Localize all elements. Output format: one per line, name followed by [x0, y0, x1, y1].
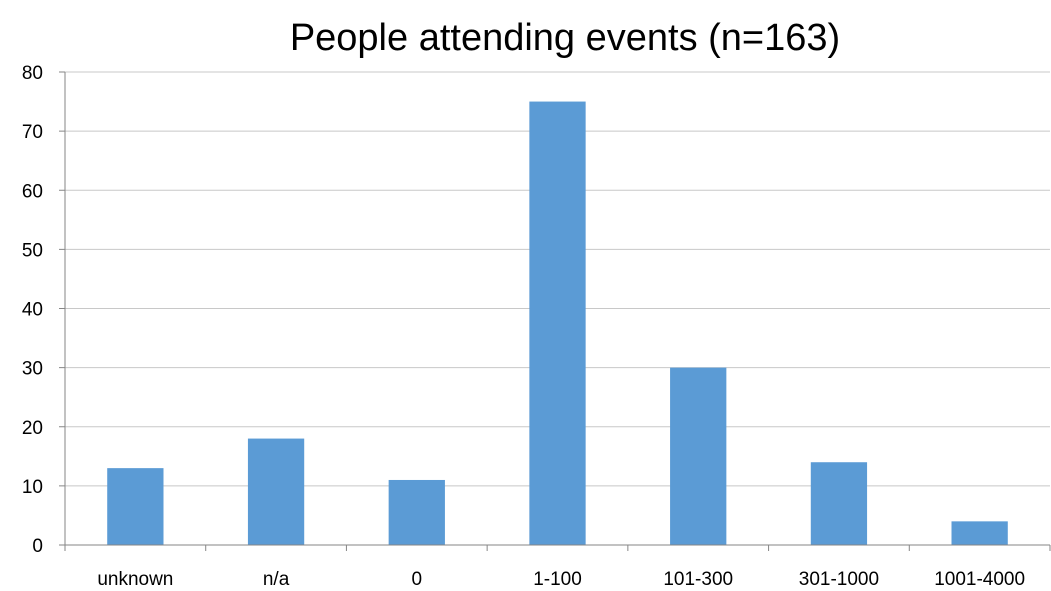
bar — [951, 521, 1008, 545]
y-axis-tick-labels: 0 10 20 30 40 50 60 70 80 — [22, 63, 65, 557]
x-axis-category-labels: unknown n/a 0 1-100 101-300 301-1000 1001-4000 — [97, 569, 1025, 590]
y-tick-label: 60 — [22, 181, 43, 202]
y-tick-label: 20 — [22, 418, 43, 439]
x-category-label: 0 — [411, 569, 422, 590]
bars — [107, 101, 1008, 545]
chart-title: People attending events (n=163) — [290, 17, 840, 59]
y-tick-label: 50 — [22, 240, 43, 261]
y-tick-label: 10 — [22, 477, 43, 498]
x-category-label: n/a — [263, 569, 290, 590]
bar — [810, 462, 868, 545]
axes — [64, 72, 1051, 551]
bar — [529, 101, 586, 545]
bar — [388, 479, 445, 545]
y-tick-label: 70 — [22, 122, 43, 143]
y-tick-label: 30 — [22, 359, 43, 380]
x-category-label: 301-1000 — [799, 569, 879, 590]
y-tick-label: 80 — [22, 63, 43, 84]
x-category-label: unknown — [97, 569, 173, 590]
y-tick-label: 0 — [32, 536, 43, 557]
x-category-label: 1-100 — [533, 569, 582, 590]
x-category-label: 101-300 — [663, 569, 733, 590]
bar — [670, 367, 727, 545]
x-category-label: 1001-4000 — [934, 569, 1025, 590]
y-tick-label: 40 — [22, 300, 43, 321]
bar — [247, 438, 305, 545]
bar — [107, 468, 164, 545]
